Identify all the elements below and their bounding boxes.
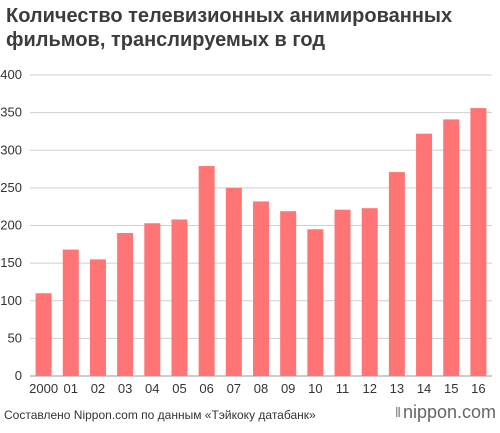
y-tick-label: 50 <box>8 330 22 345</box>
x-tick-label: 02 <box>91 381 105 396</box>
x-tick-label: 09 <box>281 381 295 396</box>
bar-12 <box>361 208 378 376</box>
y-tick-label: 350 <box>0 105 22 120</box>
bar-07 <box>225 187 242 376</box>
x-tick-label: 05 <box>172 381 186 396</box>
x-tick-label: 16 <box>471 381 485 396</box>
x-tick-label: 08 <box>254 381 268 396</box>
x-tick-label: 04 <box>145 381 159 396</box>
bar-04 <box>144 223 161 376</box>
bar-03 <box>117 233 134 376</box>
bar-2000 <box>35 293 52 376</box>
logo-text: nippon.com <box>402 402 496 422</box>
bar-14 <box>416 133 433 376</box>
y-tick-label: 0 <box>15 368 22 383</box>
bars <box>35 108 487 377</box>
bar-06 <box>198 166 215 376</box>
nippon-logo-mark-icon: ⦀ <box>395 404 401 420</box>
y-axis-ticks: 0 50 100 150 200 250 300 350 400 <box>0 67 22 383</box>
x-tick-label: 15 <box>444 381 458 396</box>
x-tick-label: 06 <box>199 381 213 396</box>
bar-02 <box>89 259 106 376</box>
bar-01 <box>62 249 79 376</box>
y-tick-label: 300 <box>0 142 22 157</box>
x-tick-label: 12 <box>362 381 376 396</box>
x-tick-label: 01 <box>64 381 78 396</box>
bar-05 <box>171 219 188 376</box>
x-tick-label: 03 <box>118 381 132 396</box>
bar-09 <box>280 211 297 376</box>
x-tick-label: 14 <box>417 381 431 396</box>
x-tick-label: 13 <box>390 381 404 396</box>
x-tick-label: 11 <box>336 381 350 396</box>
x-tick-label: 2000 <box>29 381 58 396</box>
y-tick-label: 100 <box>0 293 22 308</box>
bar-11 <box>334 209 351 376</box>
bar-15 <box>443 119 460 377</box>
y-tick-label: 150 <box>0 255 22 270</box>
source-note: Составлено Nippon.com по данным «Тэйкоку… <box>4 408 316 422</box>
x-axis-ticks: 2000 01 02 03 04 05 06 07 08 09 10 11 12 13 14 15 16 <box>29 381 486 396</box>
y-tick-label: 400 <box>0 67 22 82</box>
y-tick-label: 200 <box>0 218 22 233</box>
x-tick-label: 07 <box>227 381 241 396</box>
bar-10 <box>307 229 324 376</box>
grid-lines <box>30 74 492 377</box>
y-tick-label: 250 <box>0 180 22 195</box>
bar-16 <box>470 108 487 377</box>
bar-13 <box>388 172 405 376</box>
x-tick-label: 10 <box>308 381 322 396</box>
bar-08 <box>253 201 269 376</box>
chart-title: Количество телевизионных анимированных ф… <box>6 5 453 51</box>
nippon-logo: ⦀ nippon.com <box>395 402 496 423</box>
